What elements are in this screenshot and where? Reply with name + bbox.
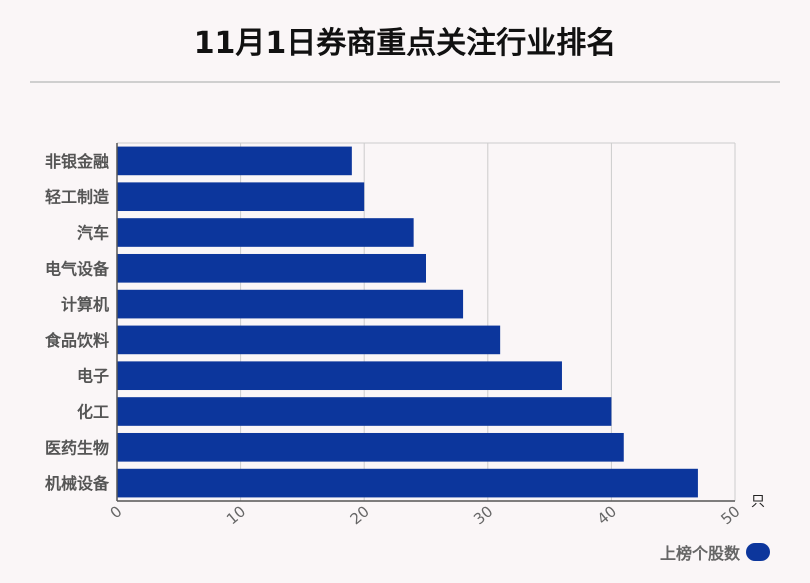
bar [117, 397, 612, 426]
chart-title: 11月1日券商重点关注行业排名 [193, 26, 617, 61]
bar [117, 289, 464, 319]
x-unit-label: 只 [751, 494, 765, 510]
category-label: 汽车 [77, 224, 109, 243]
x-tick-label: 0 [107, 502, 126, 522]
category-label: 计算机 [61, 295, 109, 314]
x-tick-label: 20 [347, 502, 373, 528]
category-label: 轻工制造 [45, 188, 110, 207]
category-label: 医药生物 [45, 438, 109, 457]
bar [117, 325, 501, 355]
legend: 上榜个股数 [660, 540, 770, 564]
x-tick-label: 10 [223, 502, 249, 528]
category-label: 非银金融 [45, 152, 109, 171]
legend-swatch [746, 543, 770, 561]
bar [117, 253, 426, 283]
bar-layer [117, 146, 698, 498]
bar [117, 468, 698, 498]
bar [117, 146, 352, 176]
axis-layer [116, 143, 735, 502]
legend-label: 上榜个股数 [659, 544, 740, 563]
category-label: 电气设备 [45, 259, 110, 278]
bar [117, 218, 414, 247]
x-tick-label: 30 [470, 502, 496, 528]
x-tick-label: 50 [717, 502, 743, 528]
category-label: 化工 [77, 403, 109, 422]
title-divider [30, 81, 780, 83]
category-label: 机械设备 [45, 474, 110, 493]
bar [117, 182, 365, 212]
bar [117, 432, 624, 462]
category-label: 食品饮料 [44, 331, 109, 350]
bar [117, 361, 562, 391]
category-label: 电子 [77, 367, 109, 386]
x-tick-label: 40 [594, 502, 620, 528]
